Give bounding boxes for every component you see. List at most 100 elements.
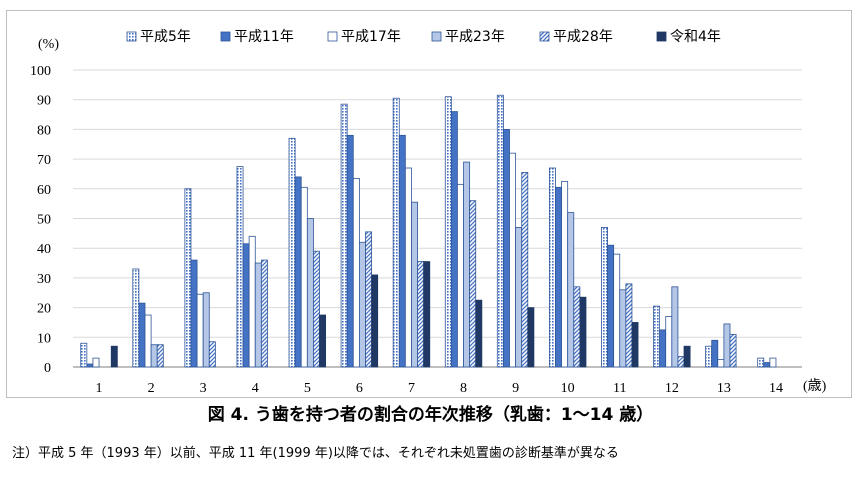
y-tick-label: 70 — [37, 153, 51, 168]
bar — [475, 299, 483, 368]
bar — [457, 183, 464, 368]
x-tick-label: 5 — [304, 381, 311, 396]
figure-caption: 図 4. う歯を持つ者の割合の年次推移（乳歯：1～14 歳） — [207, 405, 654, 425]
bar — [150, 344, 158, 368]
bar — [242, 243, 250, 368]
bar — [444, 96, 452, 368]
bar — [80, 342, 88, 368]
bar — [208, 341, 216, 368]
legend-label: 平成17年 — [341, 29, 401, 45]
bar — [358, 241, 366, 368]
bar — [631, 322, 639, 368]
x-tick-label: 10 — [561, 381, 575, 396]
x-tick-label: 3 — [200, 381, 207, 396]
bar — [677, 356, 685, 368]
bar — [763, 362, 771, 368]
bar — [306, 218, 314, 368]
legend-label: 令和4年 — [670, 29, 721, 45]
bar — [705, 345, 713, 368]
bar — [671, 286, 679, 368]
y-tick-label: 40 — [37, 242, 51, 257]
bar — [548, 167, 556, 368]
bar — [573, 286, 581, 368]
bar — [729, 333, 737, 368]
bar — [509, 152, 517, 368]
bar — [619, 289, 627, 368]
y-tick-label: 30 — [37, 272, 51, 287]
bar — [144, 314, 152, 368]
bar — [717, 359, 725, 368]
bar — [723, 323, 731, 368]
bar — [254, 262, 262, 368]
bar — [769, 357, 777, 368]
x-tick-label: 1 — [96, 381, 103, 396]
y-axis-unit: (%) — [38, 37, 59, 52]
bar — [156, 344, 164, 368]
legend-swatch — [327, 31, 338, 42]
bar — [450, 111, 458, 368]
x-tick-label: 9 — [512, 381, 519, 396]
bar — [313, 250, 320, 368]
x-tick-label: 2 — [148, 381, 155, 396]
x-tick-label: 12 — [665, 381, 679, 396]
x-tick-label: 8 — [460, 381, 467, 396]
bar — [294, 176, 302, 368]
y-tick-label: 50 — [37, 213, 51, 228]
bar — [260, 259, 268, 368]
bar — [423, 261, 431, 368]
y-tick-label: 60 — [37, 183, 51, 198]
bar — [411, 201, 418, 368]
y-tick-label: 0 — [44, 361, 51, 376]
bar — [683, 345, 691, 368]
bar — [288, 137, 296, 368]
x-tick-label: 13 — [717, 381, 731, 396]
bar — [248, 235, 256, 368]
bar — [132, 268, 140, 368]
bar — [503, 128, 510, 368]
bar — [417, 261, 425, 368]
bar — [190, 259, 198, 368]
bar — [300, 186, 308, 368]
bar — [319, 314, 327, 368]
bar — [469, 200, 477, 368]
legend-swatch — [539, 31, 550, 42]
chart-frame — [6, 10, 852, 398]
legend-swatch — [126, 31, 137, 42]
x-tick-label: 11 — [613, 381, 626, 396]
bar — [92, 357, 100, 368]
bar — [398, 134, 406, 368]
x-tick-label: 6 — [356, 381, 363, 396]
x-tick-label: 4 — [252, 381, 259, 396]
bar — [463, 161, 471, 368]
bar — [340, 103, 348, 368]
bar — [138, 302, 146, 368]
bar — [567, 212, 575, 368]
bar — [86, 363, 94, 368]
x-tick-label: 7 — [408, 381, 415, 396]
legend-swatch — [220, 31, 231, 42]
bar — [392, 97, 400, 368]
y-tick-label: 100 — [30, 64, 51, 79]
legend-swatch — [431, 31, 442, 42]
bar — [613, 253, 621, 368]
bar — [352, 178, 360, 368]
bar — [496, 94, 504, 368]
bar — [579, 296, 587, 368]
bar — [371, 274, 379, 368]
bar — [653, 305, 661, 368]
legend-swatch — [656, 31, 667, 42]
bar — [601, 227, 608, 368]
bar — [202, 292, 210, 368]
x-tick-label: 14 — [769, 381, 783, 396]
bar — [365, 231, 372, 368]
bar — [404, 167, 412, 368]
legend-label: 平成5年 — [140, 29, 191, 45]
legend-label: 平成11年 — [234, 29, 294, 45]
bar — [665, 316, 673, 368]
bar — [521, 172, 529, 368]
bar — [757, 357, 765, 368]
bar — [555, 186, 562, 368]
y-tick-label: 90 — [37, 94, 51, 109]
bar — [527, 307, 535, 368]
y-tick-label: 80 — [37, 123, 51, 138]
